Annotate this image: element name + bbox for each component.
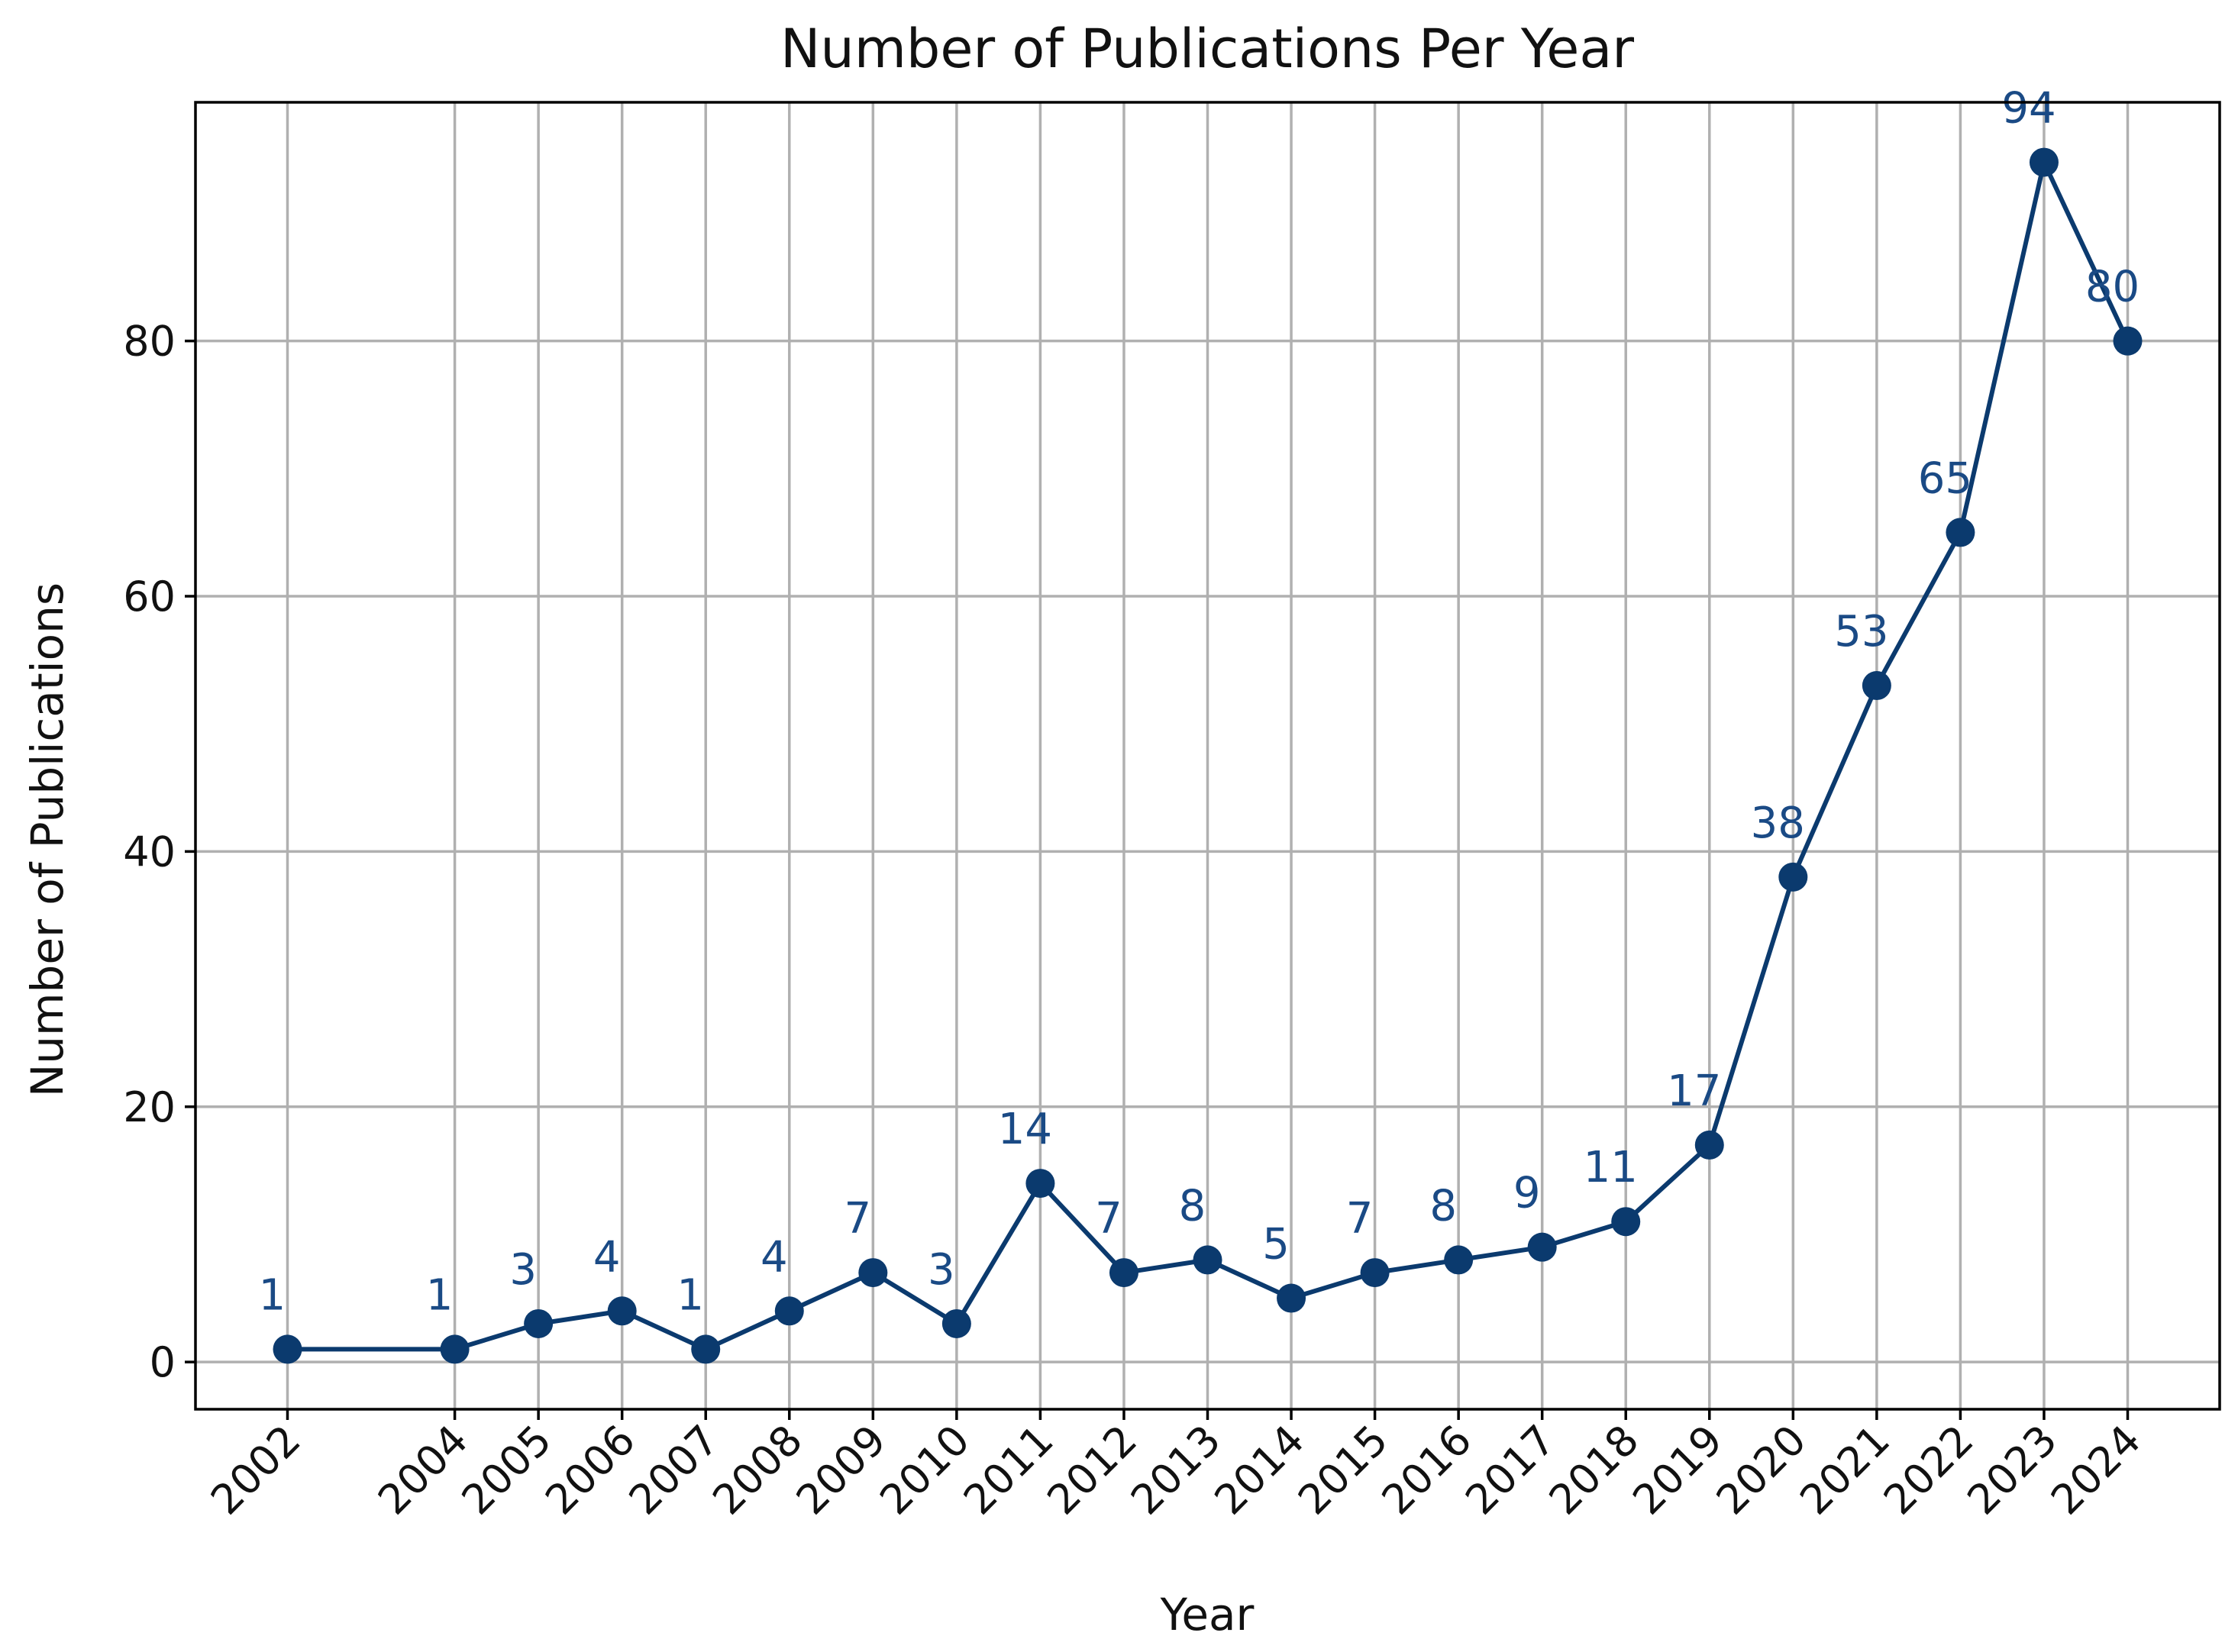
- publications-series: [273, 147, 2143, 1364]
- chart-title: Number of Publications Per Year: [780, 18, 1634, 80]
- data-label: 7: [844, 1194, 871, 1244]
- data-point: [607, 1296, 637, 1326]
- data-point: [1025, 1169, 1055, 1199]
- data-point: [1527, 1232, 1557, 1262]
- x-tick-label: 2022: [1875, 1416, 1983, 1525]
- data-label: 3: [509, 1245, 537, 1295]
- data-label: 4: [761, 1232, 788, 1282]
- y-axis-label: Number of Publications: [21, 582, 73, 1097]
- data-label: 8: [1179, 1181, 1206, 1231]
- data-point: [1360, 1258, 1390, 1288]
- data-label: 4: [593, 1232, 621, 1282]
- y-tick-label: 0: [150, 1338, 176, 1386]
- x-tick-label: 2012: [1038, 1416, 1146, 1525]
- x-tick-label: 2006: [536, 1416, 644, 1525]
- x-tick-label: 2024: [2042, 1416, 2150, 1525]
- grid: [195, 102, 2220, 1409]
- data-point: [691, 1334, 721, 1364]
- data-point: [1694, 1130, 1724, 1160]
- x-tick-label: 2011: [954, 1416, 1063, 1525]
- data-point: [941, 1308, 971, 1338]
- x-tick-label: 2013: [1122, 1416, 1230, 1525]
- data-label: 94: [2001, 84, 2056, 134]
- data-label: 5: [1262, 1220, 1290, 1270]
- data-point: [1862, 671, 1891, 701]
- data-label: 14: [998, 1105, 1052, 1154]
- x-tick-label: 2009: [787, 1416, 896, 1525]
- x-tick-label: 2014: [1206, 1416, 1314, 1525]
- data-label: 1: [426, 1270, 454, 1320]
- data-point: [1277, 1283, 1306, 1313]
- x-tick-label: 2005: [453, 1416, 561, 1525]
- x-tick-label: 2017: [1456, 1416, 1565, 1525]
- x-tick-label: 2023: [1958, 1416, 2066, 1525]
- data-point: [273, 1334, 302, 1364]
- x-tick-label: 2004: [369, 1416, 477, 1525]
- data-point: [1611, 1207, 1641, 1237]
- x-tick-label: 2008: [703, 1416, 812, 1525]
- x-tick-label: 2021: [1791, 1416, 1899, 1525]
- data-label: 17: [1667, 1066, 1721, 1116]
- data-point: [1109, 1258, 1138, 1288]
- data-label: 1: [677, 1270, 704, 1320]
- data-label: 7: [1346, 1194, 1374, 1244]
- x-tick-label: 2007: [620, 1416, 728, 1525]
- data-label: 3: [928, 1245, 955, 1295]
- data-point: [1444, 1245, 1474, 1275]
- data-point: [1778, 862, 1808, 892]
- data-point: [858, 1258, 888, 1288]
- data-label: 53: [1834, 607, 1888, 657]
- x-tick-label: 2002: [202, 1416, 310, 1525]
- y-tick-label: 60: [123, 573, 176, 621]
- data-label: 7: [1095, 1194, 1122, 1244]
- x-tick-label: 2010: [870, 1416, 979, 1525]
- x-tick-label: 2015: [1289, 1416, 1397, 1525]
- y-tick-label: 20: [123, 1083, 176, 1131]
- data-point: [2113, 326, 2143, 356]
- data-label: 1: [259, 1270, 286, 1320]
- x-tick-label: 2016: [1373, 1416, 1481, 1525]
- data-label: 8: [1429, 1181, 1457, 1231]
- data-label: 80: [2085, 263, 2140, 312]
- y-tick-label: 40: [123, 828, 176, 876]
- data-point: [1946, 518, 1975, 547]
- data-point: [440, 1334, 470, 1364]
- x-tick-label: 2018: [1540, 1416, 1649, 1525]
- y-tick-label: 80: [123, 318, 176, 366]
- data-point: [774, 1296, 804, 1326]
- x-tick-label: 2019: [1623, 1416, 1732, 1525]
- data-label: 9: [1513, 1169, 1541, 1218]
- plot-area-frame: [194, 101, 2221, 1411]
- x-tick-label: 2020: [1707, 1416, 1816, 1525]
- x-axis-label: Year: [1160, 1589, 1255, 1641]
- data-label: 65: [1918, 453, 1972, 503]
- data-label: 38: [1751, 799, 1805, 848]
- data-point: [524, 1308, 554, 1338]
- data-point: [2029, 147, 2059, 177]
- data-point: [1193, 1245, 1222, 1275]
- series-line: [287, 160, 2130, 1352]
- data-label: 11: [1584, 1143, 1638, 1192]
- axis-ticks: 2002 200420052006200720082009201020112012…: [123, 318, 2149, 1525]
